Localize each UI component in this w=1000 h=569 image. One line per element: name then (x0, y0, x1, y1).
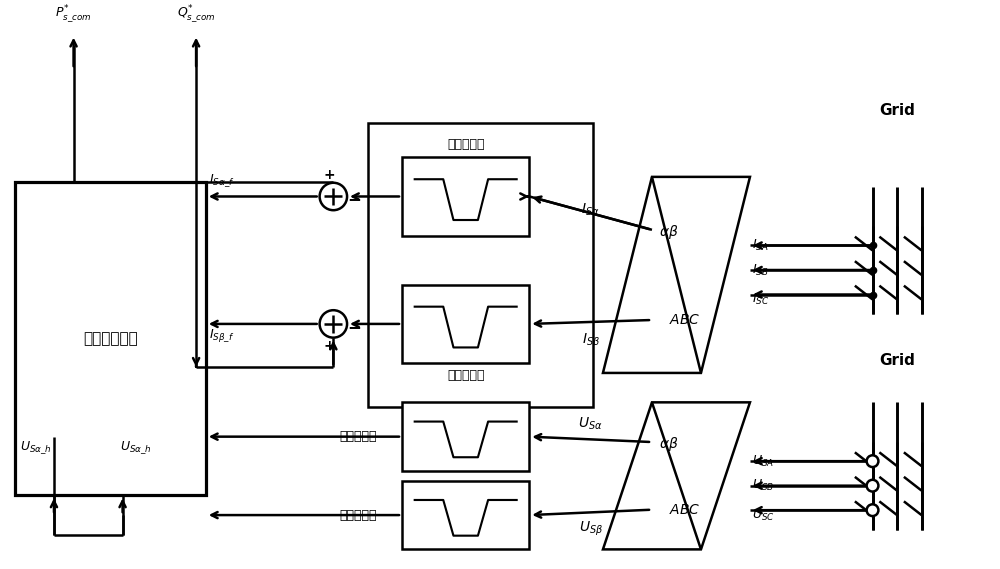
Text: $\mathit{U_{SB}}$: $\mathit{U_{SB}}$ (752, 478, 774, 493)
Text: 基频陷波器: 基频陷波器 (339, 509, 377, 522)
Text: $ABC$: $ABC$ (669, 313, 700, 327)
Text: $\mathit{I_{SB}}$: $\mathit{I_{SB}}$ (752, 262, 769, 278)
Text: $\mathit{U_{S\beta}}$: $\mathit{U_{S\beta}}$ (579, 519, 603, 538)
Bar (368, 123, 593, 407)
Text: 补偿功率计算: 补偿功率计算 (83, 331, 138, 346)
Polygon shape (603, 177, 750, 373)
Text: $\mathit{I_{SA}}$: $\mathit{I_{SA}}$ (752, 238, 769, 253)
Bar (402, 284, 529, 363)
Text: $\mathit{I_{SC}}$: $\mathit{I_{SC}}$ (752, 292, 769, 307)
Text: +: + (324, 168, 335, 182)
Text: $\alpha\beta$: $\alpha\beta$ (659, 223, 678, 241)
Bar (402, 402, 529, 471)
Bar (402, 481, 529, 550)
Text: $\mathit{U_{S\alpha}}$: $\mathit{U_{S\alpha}}$ (578, 416, 603, 432)
Text: $\mathit{I_{S\alpha}}$: $\mathit{I_{S\alpha}}$ (581, 201, 600, 218)
Text: $ABC$: $ABC$ (669, 502, 700, 517)
Polygon shape (603, 402, 750, 550)
Circle shape (320, 183, 347, 210)
Text: +: + (324, 340, 335, 353)
Text: −: − (347, 191, 361, 208)
Text: $\mathit{U_{S\alpha\_h}}$: $\mathit{U_{S\alpha\_h}}$ (20, 440, 51, 456)
Text: $\mathit{U_{SA}}$: $\mathit{U_{SA}}$ (752, 453, 774, 469)
Bar (15, 182, 206, 496)
Circle shape (867, 480, 878, 492)
Bar (402, 157, 529, 236)
Text: 基频陷波器: 基频陷波器 (447, 138, 484, 151)
Text: $\mathit{I_{S\beta\_f}}$: $\mathit{I_{S\beta\_f}}$ (209, 327, 234, 344)
Text: 基频陷波器: 基频陷波器 (339, 430, 377, 443)
Text: $\alpha\beta$: $\alpha\beta$ (659, 435, 678, 452)
Text: $\mathit{Q_{s\_com}^{*}}$: $\mathit{Q_{s\_com}^{*}}$ (177, 3, 216, 25)
Text: $\mathit{I_{S\alpha\_f}}$: $\mathit{I_{S\alpha\_f}}$ (209, 172, 234, 189)
Circle shape (867, 504, 878, 516)
Text: $\mathit{U_{SC}}$: $\mathit{U_{SC}}$ (752, 508, 775, 523)
Text: $\mathit{P_{s\_com}^{*}}$: $\mathit{P_{s\_com}^{*}}$ (55, 3, 92, 25)
Text: $\mathit{I_{S\beta}}$: $\mathit{I_{S\beta}}$ (582, 332, 600, 350)
Circle shape (867, 455, 878, 467)
Text: 基频陷波器: 基频陷波器 (447, 369, 484, 382)
Text: −: − (347, 318, 361, 336)
Text: Grid: Grid (879, 353, 915, 368)
Circle shape (320, 310, 347, 337)
Text: Grid: Grid (879, 103, 915, 118)
Text: $\mathit{U_{S\alpha\_h}}$: $\mathit{U_{S\alpha\_h}}$ (120, 440, 152, 456)
